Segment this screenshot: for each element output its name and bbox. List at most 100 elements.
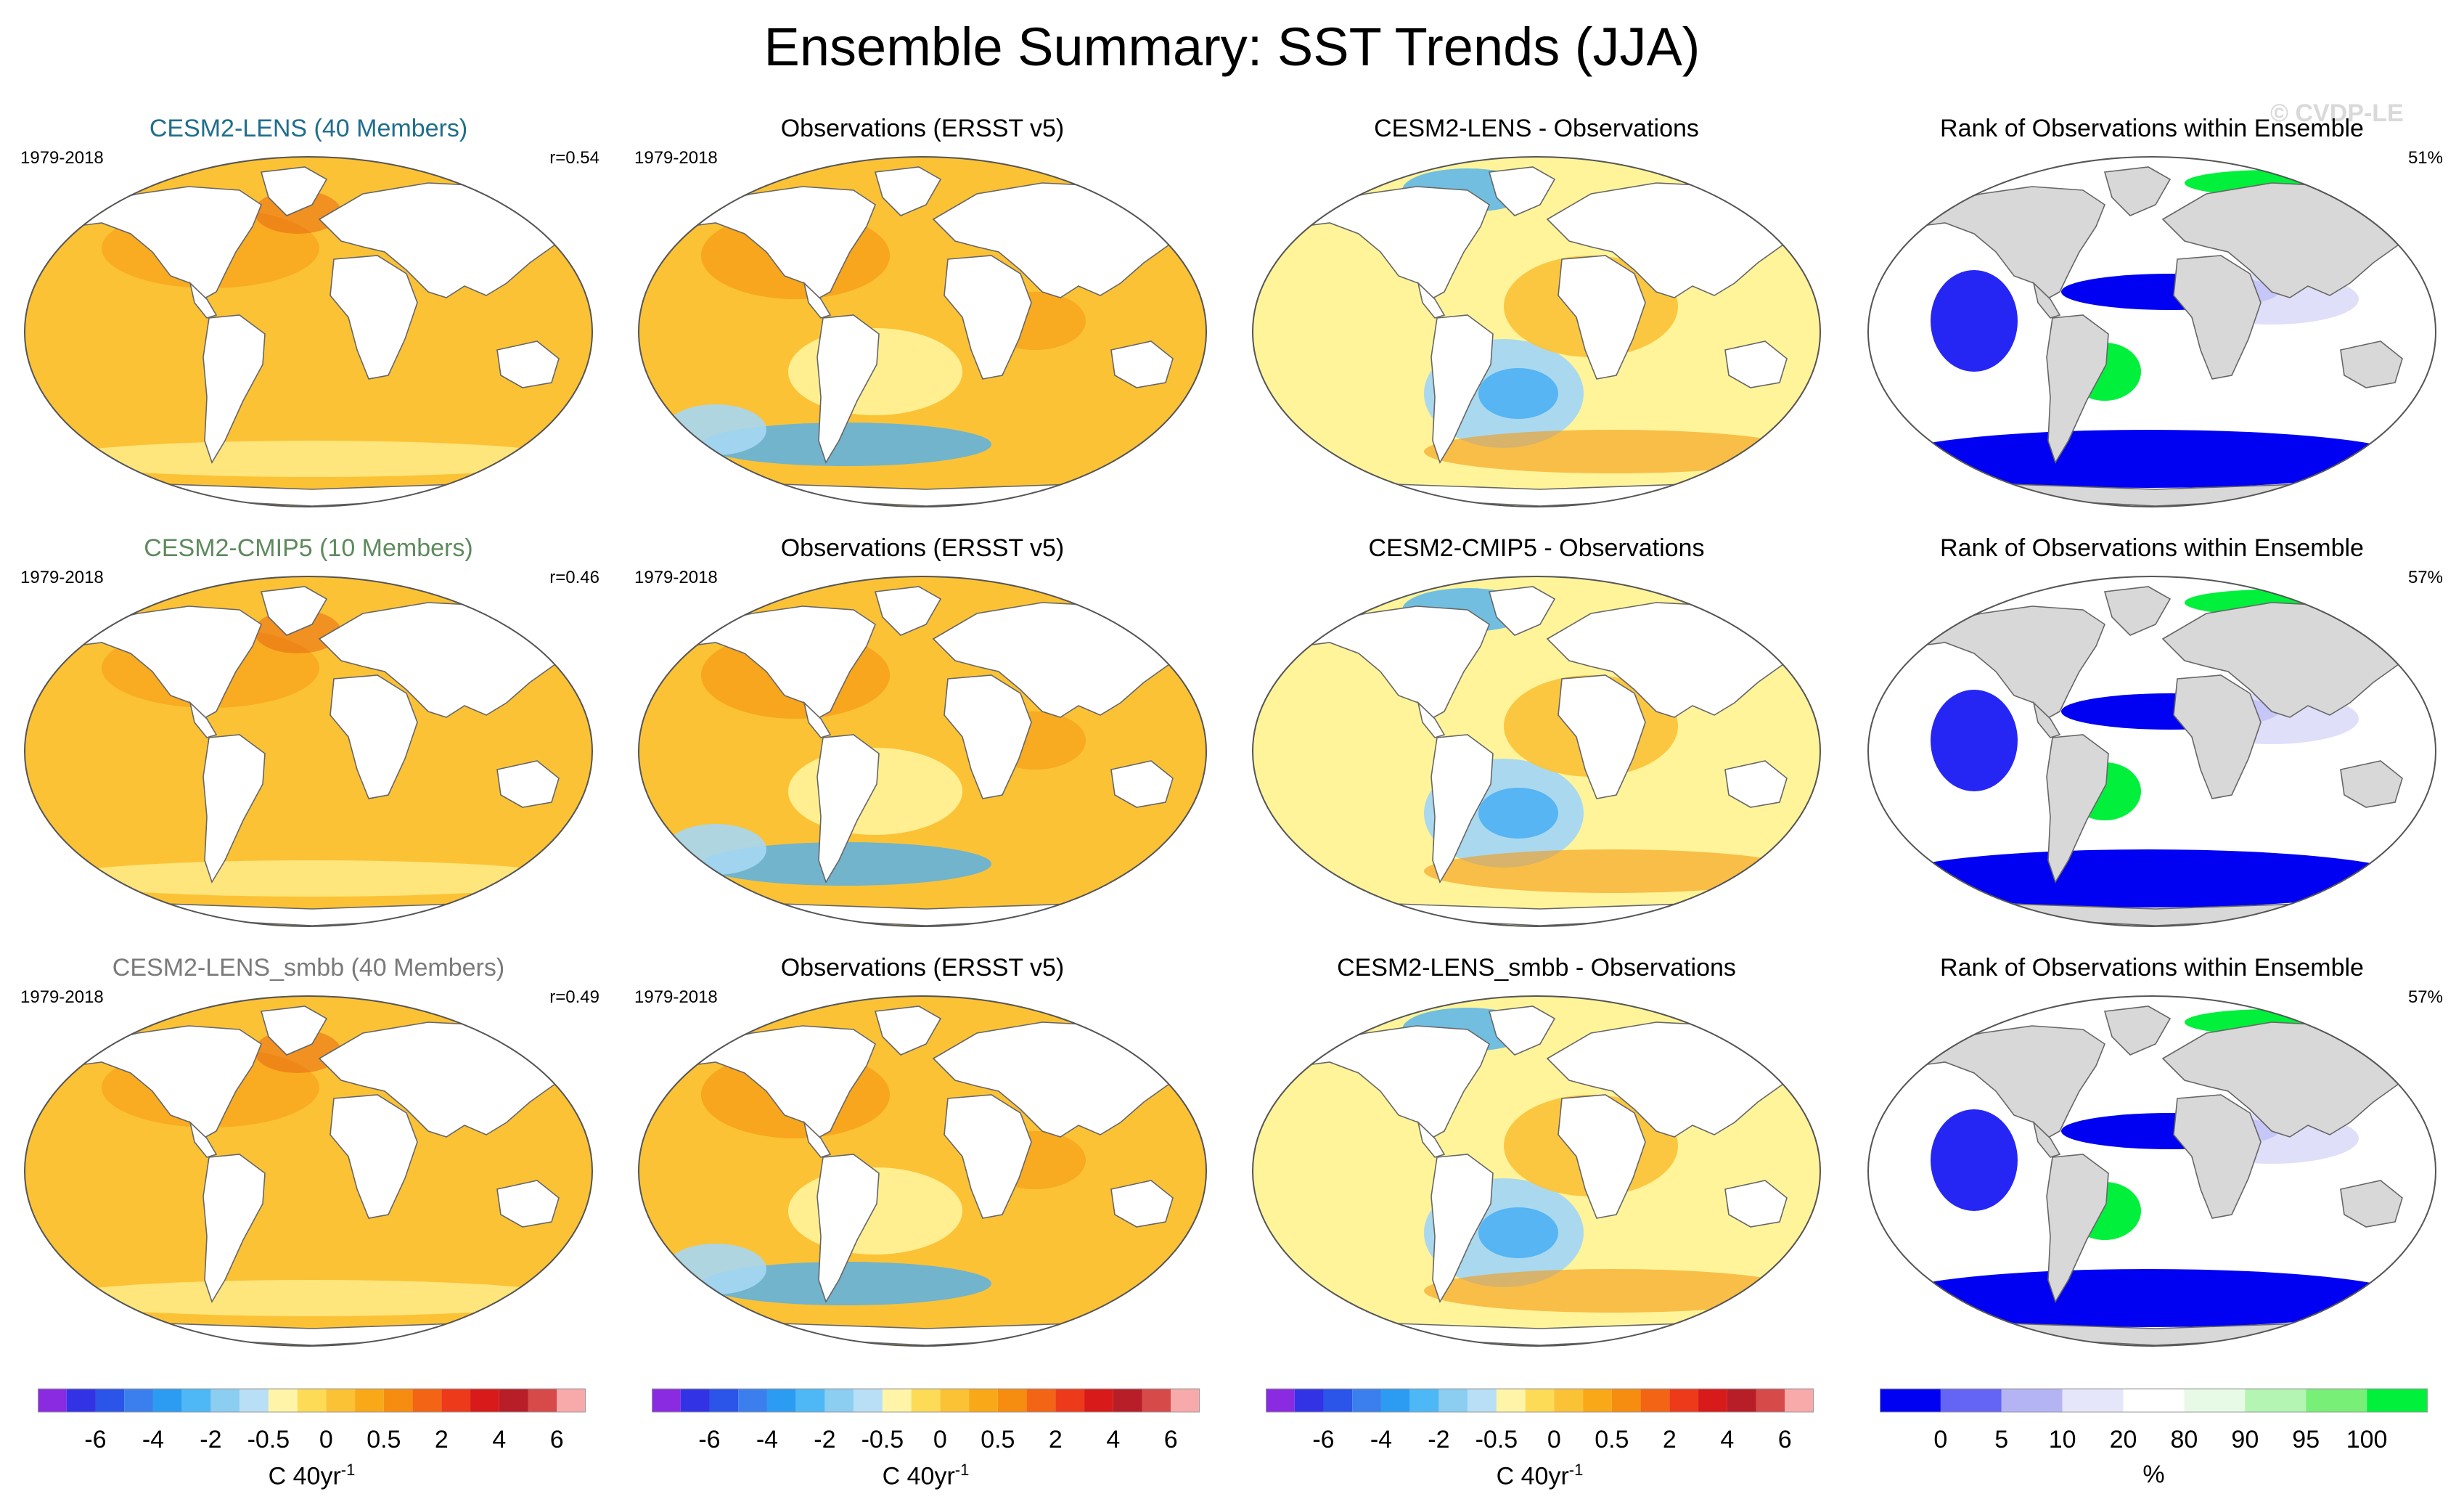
colorbar-swatch	[652, 1389, 681, 1412]
land-central-america	[189, 1120, 218, 1158]
land-south-america	[2046, 1154, 2109, 1303]
land-south-america	[1430, 314, 1494, 464]
world-map	[1867, 576, 2436, 927]
land-australia	[496, 760, 560, 808]
colorbar-unit-label: C 40yr-1	[1497, 1461, 1584, 1490]
colorbar-swatch	[181, 1389, 211, 1412]
colorbar-tick-label: 90	[2231, 1426, 2259, 1453]
land-greenland	[2103, 586, 2172, 636]
world-map	[24, 995, 593, 1347]
land-africa	[2173, 674, 2262, 799]
panel-title: Observations (ERSST v5)	[780, 534, 1065, 562]
colorbar-swatch	[1468, 1389, 1497, 1412]
colorbar-unit-exponent: -1	[954, 1461, 970, 1479]
colorbar-tick-label: 20	[2109, 1426, 2137, 1453]
panel-period: 1979-2018	[20, 568, 104, 587]
colorbar-unit-text: C 40yr	[1496, 1462, 1569, 1490]
colorbar-swatch	[2367, 1389, 2428, 1412]
world-map	[1867, 995, 2436, 1347]
colorbar-swatch	[1785, 1389, 1814, 1412]
map-boundary	[638, 576, 1207, 927]
colorbar-swatch	[268, 1389, 298, 1412]
land-south-america	[816, 314, 880, 464]
land-africa	[330, 255, 418, 380]
colorbar-swatch	[1352, 1389, 1381, 1412]
colorbar-unit-text: C 40yr	[268, 1462, 341, 1490]
world-map	[1867, 156, 2436, 507]
world-map	[638, 995, 1207, 1347]
land-greenland	[2103, 1006, 2172, 1056]
map-panel-rank: Rank of Observations within Ensemble 57%	[1851, 534, 2453, 934]
land-north-america	[1894, 1025, 2105, 1140]
map-panel-obs: Observations (ERSST v5) 1979-2018	[621, 954, 1224, 1353]
world-map	[638, 576, 1207, 927]
land-central-america	[2032, 1120, 2061, 1158]
colorbar-swatch	[1294, 1389, 1324, 1412]
colorbar-tick-label: 80	[2170, 1426, 2198, 1453]
colorbar-tick-label: -4	[756, 1426, 779, 1453]
world-map	[638, 156, 1207, 507]
colorbar-tick-label: 0	[933, 1426, 947, 1453]
colorbar-swatch	[2245, 1389, 2307, 1412]
colorbar-swatch	[1727, 1389, 1756, 1412]
panel-period: 1979-2018	[634, 148, 718, 168]
panel-statistic: r=0.49	[549, 987, 599, 1007]
colorbar-sst: -6 -4 -2 -0.5 0 0.5 2 4 6 C 40yr-1	[1266, 1388, 1814, 1497]
map-boundary	[1867, 995, 2436, 1347]
colorbar-tick-label: -0.5	[861, 1426, 904, 1453]
colorbar-swatch	[1611, 1389, 1641, 1412]
panel-title: CESM2-LENS_smbb - Observations	[1337, 954, 1736, 982]
panel-period: 1979-2018	[634, 568, 718, 587]
colorbar-tick-label: -6	[84, 1426, 107, 1453]
panel-title: CESM2-LENS (40 Members)	[149, 115, 468, 142]
land-greenland	[260, 166, 328, 216]
colorbar-swatch	[124, 1389, 153, 1412]
colorbar-swatch	[997, 1389, 1027, 1412]
land-south-america	[816, 734, 880, 884]
colorbar-swatch	[854, 1389, 883, 1412]
land-north-america	[1894, 186, 2105, 301]
panel-title: CESM2-CMIP5 - Observations	[1368, 534, 1705, 562]
land-greenland	[2103, 166, 2172, 216]
colorbar-tick-label: 10	[2048, 1426, 2076, 1453]
colorbar-swatch	[38, 1389, 67, 1412]
land-africa	[1558, 255, 1646, 380]
land-africa	[944, 1094, 1032, 1219]
colorbar-swatch	[1084, 1389, 1113, 1412]
land-south-america	[816, 1154, 880, 1303]
panel-title: Rank of Observations within Ensemble	[1940, 954, 2364, 982]
land-australia	[2340, 760, 2403, 808]
land-africa	[944, 674, 1032, 799]
colorbar-tick-label: 5	[1994, 1426, 2009, 1453]
colorbar-tick-label: -4	[1370, 1426, 1393, 1453]
land-greenland	[1488, 586, 1556, 636]
colorbar-swatch	[383, 1389, 413, 1412]
colorbar-swatch	[1055, 1389, 1085, 1412]
colorbar-swatch	[1583, 1389, 1612, 1412]
panel-period: 1979-2018	[20, 148, 104, 168]
colorbar-swatch	[66, 1389, 96, 1412]
map-panel-obs: Observations (ERSST v5) 1979-2018	[621, 534, 1224, 934]
land-greenland	[874, 586, 942, 636]
colorbar-swatch	[738, 1389, 767, 1412]
land-australia	[1110, 760, 1174, 808]
land-greenland	[1488, 1006, 1556, 1056]
world-map	[24, 576, 593, 927]
land-greenland	[260, 1006, 328, 1056]
land-africa	[2173, 255, 2262, 380]
colorbar-tick-label: 6	[1163, 1426, 1178, 1453]
map-panel-model: CESM2-CMIP5 (10 Members) 1979-2018 r=0.46	[7, 534, 610, 934]
colorbar-unit-exponent: -1	[340, 1461, 356, 1479]
colorbar-swatch	[1171, 1389, 1200, 1412]
panel-period: 1979-2018	[20, 987, 104, 1007]
land-central-america	[803, 281, 832, 319]
land-australia	[496, 1180, 560, 1228]
land-greenland	[1488, 166, 1556, 216]
colorbar-swatch	[528, 1389, 557, 1412]
colorbar-swatch	[2306, 1389, 2367, 1412]
panel-title: CESM2-CMIP5 (10 Members)	[144, 534, 473, 562]
colorbar-sst: -6 -4 -2 -0.5 0 0.5 2 4 6 C 40yr-1	[38, 1388, 586, 1497]
land-central-america	[1417, 281, 1446, 319]
map-panel-rank: Rank of Observations within Ensemble 57%	[1851, 954, 2453, 1353]
land-greenland	[874, 166, 942, 216]
